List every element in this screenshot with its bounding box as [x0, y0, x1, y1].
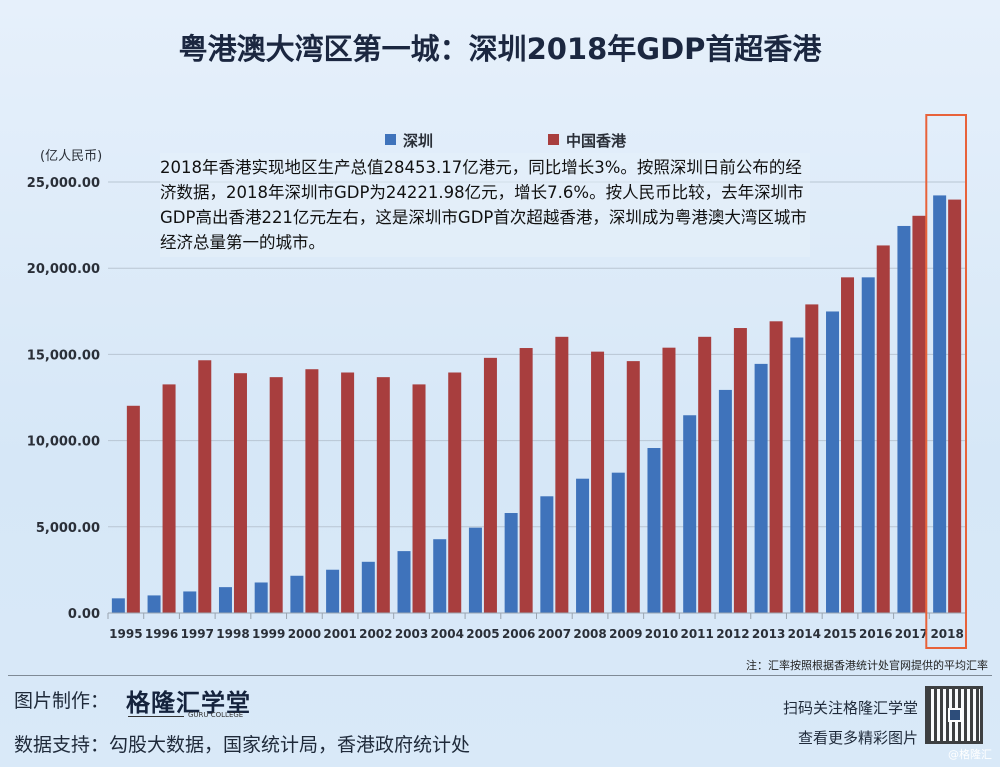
- bar-shenzhen-1998: [218, 587, 232, 613]
- bar-shenzhen-1996: [147, 595, 161, 613]
- logo-line: [128, 716, 184, 717]
- bar-shenzhen-2007: [540, 496, 554, 613]
- x-tick-label: 2007: [538, 627, 571, 641]
- bar-shenzhen-2006: [504, 513, 518, 613]
- y-axis-label: (亿人民币): [40, 149, 102, 164]
- x-tick-label: 2015: [823, 627, 856, 641]
- bar-shenzhen-2011: [683, 415, 697, 613]
- x-tick-label: 2000: [288, 627, 321, 641]
- bar-shenzhen-2012: [718, 389, 732, 613]
- bar-shenzhen-2016: [861, 277, 875, 613]
- bar-shenzhen-1995: [111, 598, 125, 613]
- bar-shenzhen-2000: [290, 575, 304, 613]
- x-tick-label: 1999: [252, 627, 285, 641]
- bar-hongkong-2004: [448, 372, 462, 613]
- bar-shenzhen-2005: [468, 527, 482, 613]
- bar-chart: 0.00 5,000.00 10,000.00 15,000.00 20,000.00 2…: [27, 114, 968, 649]
- x-tick-label: 2003: [395, 627, 428, 641]
- qr-caption-1: 扫码关注格隆汇学堂: [782, 699, 918, 717]
- x-tick-label: 2006: [502, 627, 535, 641]
- y-tick-label: 20,000.00: [27, 262, 100, 277]
- bar-hongkong-2007: [555, 336, 569, 613]
- bar-hongkong-2009: [626, 361, 640, 613]
- bar-shenzhen-1999: [254, 582, 268, 613]
- logo: 格隆汇学堂: [126, 689, 251, 717]
- bar-shenzhen-2018: [933, 195, 947, 613]
- x-tick-label: 2013: [752, 627, 785, 641]
- y-tick-label: 15,000.00: [27, 348, 100, 363]
- bar-hongkong-2012: [733, 328, 747, 613]
- x-tick-label: 2009: [609, 627, 642, 641]
- bar-shenzhen-2001: [326, 569, 340, 613]
- x-tick-label: 1998: [216, 627, 249, 641]
- qr-code[interactable]: [925, 686, 983, 744]
- bar-shenzhen-2015: [826, 311, 840, 613]
- logo-subtitle: GURU COLLEGE: [188, 711, 244, 719]
- highlight-box: [925, 114, 968, 649]
- legend-label: 深圳: [403, 132, 433, 150]
- bar-hongkong-2002: [376, 377, 390, 613]
- bar-shenzhen-2014: [790, 337, 804, 613]
- bar-shenzhen-2004: [433, 539, 447, 613]
- bar-shenzhen-2010: [647, 448, 661, 613]
- chart-title: 粤港澳大湾区第一城：深圳2018年GDP首超香港: [178, 32, 822, 66]
- bar-hongkong-2017: [912, 215, 926, 613]
- bar-hongkong-2015: [841, 277, 855, 613]
- legend-swatch: [548, 134, 559, 145]
- data-source: 数据支持：勾股大数据，国家统计局，香港政府统计处: [14, 734, 471, 756]
- x-tick-label: 2005: [466, 627, 499, 641]
- x-tick-label: 2002: [359, 627, 392, 641]
- y-tick-label: 0.00: [68, 607, 100, 622]
- bar-hongkong-1999: [269, 377, 283, 613]
- x-tick-label: 2017: [895, 627, 928, 641]
- x-tick-label: 1996: [145, 627, 178, 641]
- watermark: @格隆汇: [948, 748, 992, 761]
- bar-hongkong-2011: [698, 336, 712, 613]
- bar-shenzhen-2009: [611, 472, 625, 613]
- bar-hongkong-1995: [126, 405, 140, 613]
- bar-hongkong-2010: [662, 347, 676, 613]
- qr-logo-icon: [948, 708, 962, 722]
- legend-label: 中国香港: [566, 132, 627, 150]
- x-tick-label: 2014: [788, 627, 821, 641]
- x-tick-label: 2012: [716, 627, 749, 641]
- annotation-text: 2018年香港实现地区生产总值28453.17亿港元，同比增长3%。按照深圳日前…: [160, 153, 810, 257]
- x-tick-label: 2011: [680, 627, 713, 641]
- bar-shenzhen-2002: [361, 561, 375, 613]
- bar-shenzhen-2013: [754, 363, 768, 613]
- bar-shenzhen-1997: [183, 591, 197, 613]
- bar-shenzhen-2003: [397, 551, 411, 613]
- bar-hongkong-1997: [198, 360, 212, 613]
- bar-hongkong-2006: [519, 348, 533, 613]
- footnote: 注：汇率按照根据香港统计处官网提供的平均汇率: [746, 659, 988, 672]
- bar-hongkong-2014: [805, 304, 819, 613]
- bar-hongkong-2008: [591, 351, 605, 613]
- bar-hongkong-1998: [233, 373, 247, 613]
- bar-hongkong-2000: [305, 369, 319, 613]
- divider: [8, 675, 992, 676]
- bar-shenzhen-2008: [576, 478, 590, 613]
- y-tick-label: 5,000.00: [36, 521, 100, 536]
- bar-hongkong-1996: [162, 384, 176, 613]
- x-tick-label: 2004: [431, 627, 464, 641]
- x-tick-label: 1997: [181, 627, 214, 641]
- x-tick-label: 1995: [109, 627, 142, 641]
- y-tick-label: 25,000.00: [27, 176, 100, 191]
- x-tick-label: 2016: [859, 627, 892, 641]
- bar-hongkong-2001: [341, 372, 355, 613]
- bar-hongkong-2016: [876, 245, 890, 613]
- bar-hongkong-2005: [483, 357, 497, 613]
- x-tick-label: 2001: [323, 627, 356, 641]
- bar-shenzhen-2017: [897, 225, 911, 613]
- made-by-label: 图片制作：: [14, 690, 110, 712]
- bar-hongkong-2013: [769, 321, 783, 613]
- legend-swatch: [385, 134, 396, 145]
- bar-hongkong-2018: [948, 199, 962, 614]
- x-tick-label: 2018: [930, 627, 963, 641]
- x-tick-label: 2008: [573, 627, 606, 641]
- y-tick-label: 10,000.00: [27, 435, 100, 450]
- bar-hongkong-2003: [412, 384, 426, 613]
- qr-caption-2: 查看更多精彩图片: [797, 729, 918, 747]
- x-tick-label: 2010: [645, 627, 678, 641]
